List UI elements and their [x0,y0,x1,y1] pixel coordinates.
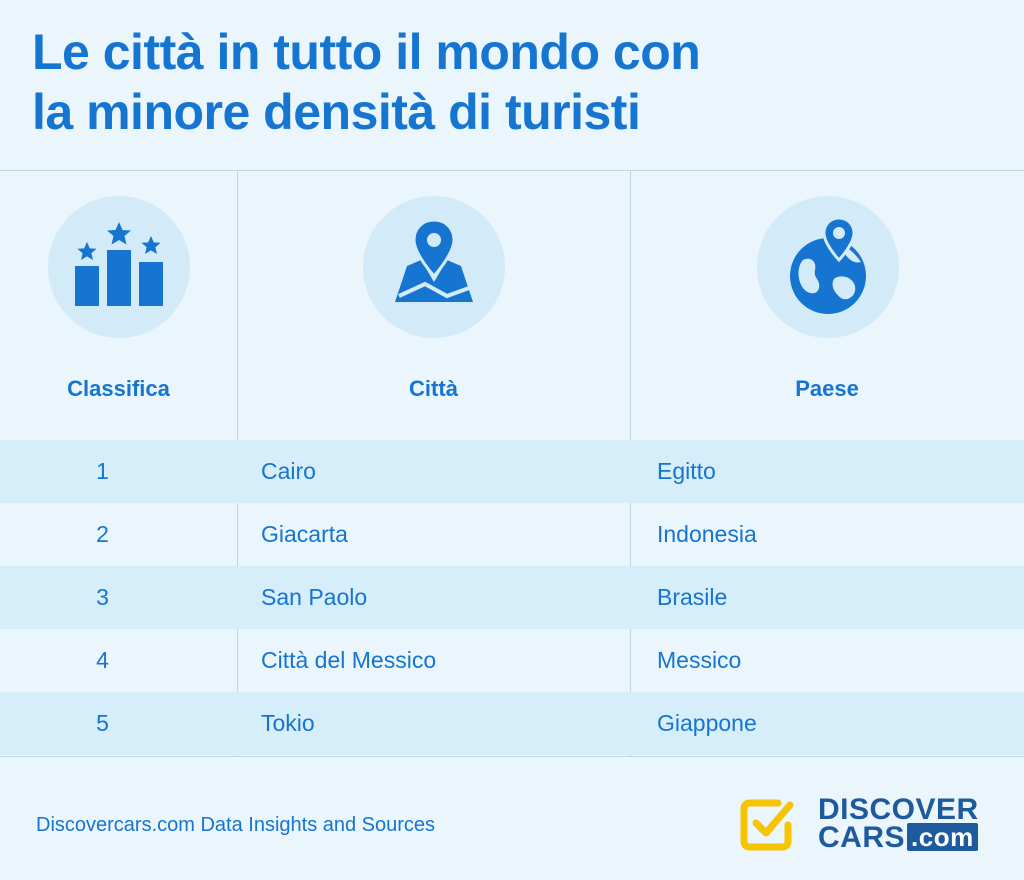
country-icon-circle [757,196,899,338]
column-header-rank: Classifica [0,196,237,426]
table-top-divider [0,170,1024,171]
logo-com-badge: .com [907,823,978,851]
rank-cell: 4 [96,647,109,673]
column-label-rank: Classifica [67,376,170,401]
country-cell: Brasile [657,584,728,610]
city-cell: Città del Messico [261,647,437,673]
ranking-table: 1 Cairo Egitto 2 Giacarta Indonesia 3 Sa… [0,440,1024,755]
map-pin-icon [395,218,473,302]
title-line-2: la minore densità di turisti [32,84,641,140]
table-row: 2 Giacarta Indonesia [0,503,1024,566]
city-cell: San Paolo [261,584,368,610]
logo-word-cars: CARS .com [818,823,978,853]
country-cell: Giappone [657,710,757,736]
city-cell: Tokio [261,710,315,736]
table-row: 3 San Paolo Brasile [0,566,1024,629]
table-row: 1 Cairo Egitto [0,440,1024,503]
country-cell: Indonesia [657,521,757,547]
table-row: 5 Tokio Giappone [0,692,1024,755]
title-line-1: Le città in tutto il mondo con [32,24,701,80]
table-row: 4 Città del Messico Messico [0,629,1024,692]
column-label-country: Paese [795,376,859,401]
source-credit: Discovercars.com Data Insights and Sourc… [36,814,436,836]
column-label-city: Città [409,376,458,401]
city-cell: Cairo [261,458,316,484]
rank-cell: 5 [96,710,109,736]
city-icon-circle [363,196,505,338]
rank-cell: 3 [96,584,109,610]
checkbox-logo-icon [740,799,794,851]
rank-icon-circle [48,196,190,338]
globe-pin-icon [790,216,866,314]
country-cell: Egitto [657,458,716,484]
city-cell: Giacarta [261,521,348,547]
discovercars-logo: DISCOVER CARS .com [738,795,988,857]
table-bottom-divider [0,756,1024,757]
podium-stars-icon [75,222,163,306]
column-header-country: Paese [630,196,1024,426]
rank-cell: 2 [96,521,109,547]
rank-cell: 1 [96,458,109,484]
page-title: Le città in tutto il mondo con la minore… [32,22,992,142]
logo-word-discover: DISCOVER [818,793,979,826]
column-header-city: Città [237,196,630,426]
logo-cars-text: CARS [818,821,906,854]
country-cell: Messico [657,647,742,673]
